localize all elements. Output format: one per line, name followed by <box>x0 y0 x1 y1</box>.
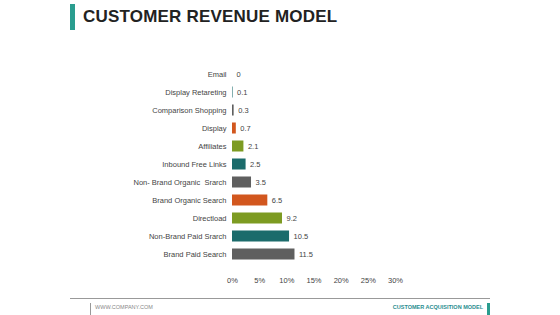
svg-text:6.5: 6.5 <box>272 196 282 205</box>
svg-text:0: 0 <box>237 70 241 79</box>
svg-text:Brand Paid Search: Brand Paid Search <box>164 250 227 259</box>
svg-text:11.5: 11.5 <box>299 250 313 259</box>
html-text:CUSTOMER REVENUE MODEL: CUSTOMER REVENUE MODEL <box>83 7 338 26</box>
svg-text:15%: 15% <box>306 276 321 285</box>
svg-text:5%: 5% <box>254 276 265 285</box>
svg-text:3.5: 3.5 <box>256 178 266 187</box>
svg-text:Inbound Free Links: Inbound Free Links <box>162 160 226 169</box>
svg-text:0%: 0% <box>227 276 238 285</box>
svg-text:0.3: 0.3 <box>238 106 248 115</box>
svg-text:20%: 20% <box>334 276 349 285</box>
html-text:WWW.COMPANY.COM: WWW.COMPANY.COM <box>95 304 153 310</box>
svg-text:Non- Brand Organic Srarch: Non- Brand Organic Srarch <box>134 178 227 187</box>
svg-text:25%: 25% <box>361 276 376 285</box>
svg-text:Non-Brand Paid Srarch: Non-Brand Paid Srarch <box>149 232 227 241</box>
svg-text:0.7: 0.7 <box>240 124 250 133</box>
svg-text:Display Retareting: Display Retareting <box>165 88 226 97</box>
svg-text:9.2: 9.2 <box>286 214 296 223</box>
svg-text:2.1: 2.1 <box>248 142 258 151</box>
svg-text:Brand Organic Search: Brand Organic Search <box>152 196 226 205</box>
svg-text:2.5: 2.5 <box>250 160 260 169</box>
svg-text:Email: Email <box>208 70 227 79</box>
svg-text:Directload: Directload <box>193 214 227 223</box>
svg-text:0.1: 0.1 <box>237 88 247 97</box>
svg-text:10.5: 10.5 <box>294 232 309 241</box>
svg-text:10%: 10% <box>279 276 294 285</box>
svg-text:Affiliates: Affiliates <box>198 142 226 151</box>
svg-text:Comparison Shopping: Comparison Shopping <box>152 106 226 115</box>
html-text:CUSTOMER ACQUISITION MODEL: CUSTOMER ACQUISITION MODEL <box>392 304 483 310</box>
svg-text:Display: Display <box>202 124 227 133</box>
svg-text:30%: 30% <box>388 276 403 285</box>
